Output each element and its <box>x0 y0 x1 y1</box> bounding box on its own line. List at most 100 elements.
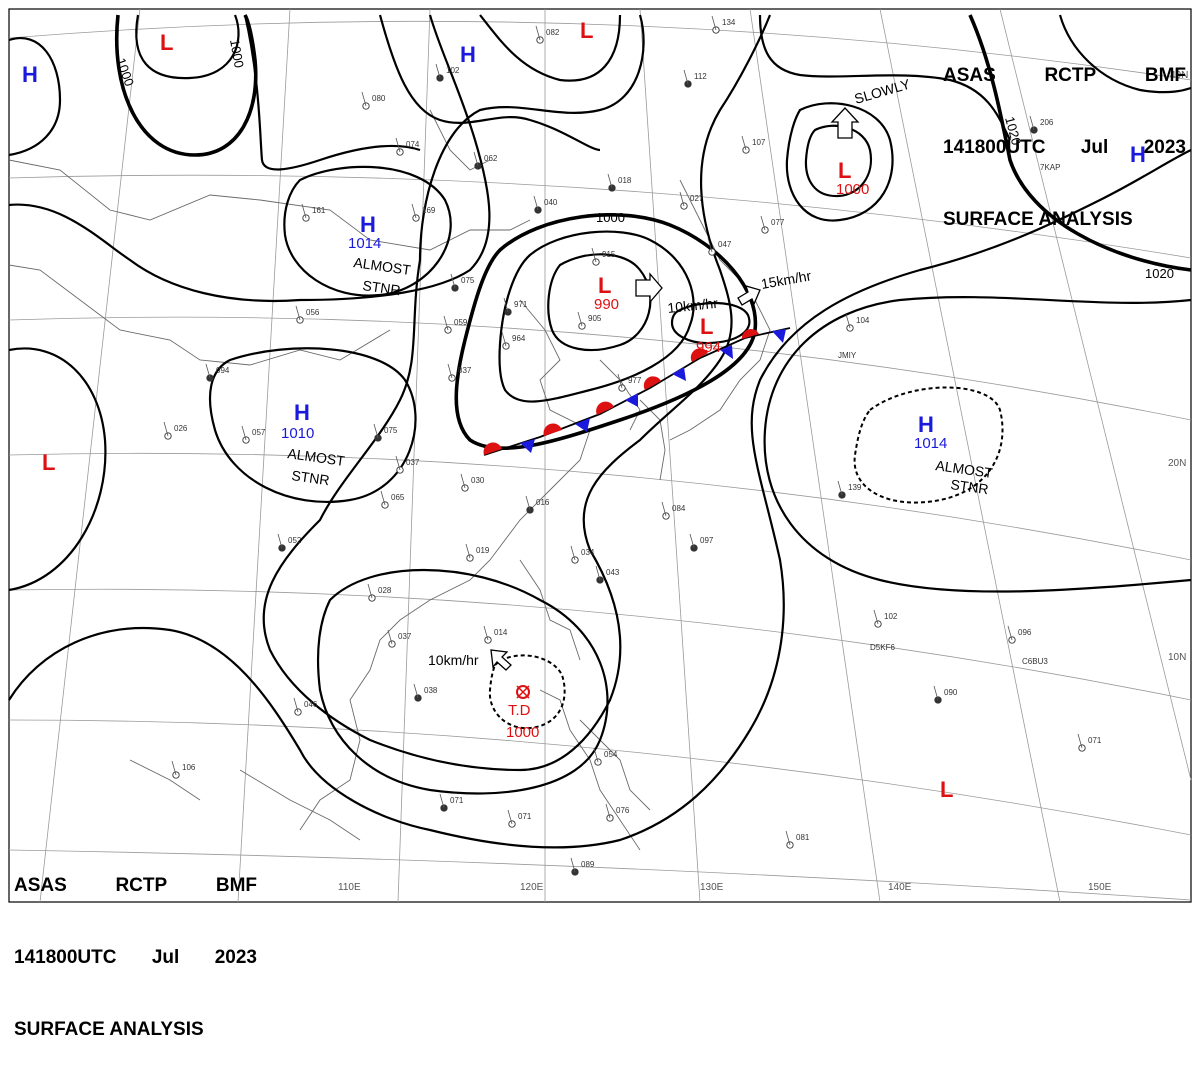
almost-label: ALMOST <box>287 445 347 469</box>
station-pressure: 107 <box>752 138 766 147</box>
almost-label: ALMOST <box>935 457 995 481</box>
coordinate-labels: 40N 20N 10N 110E 120E 130E 140E 150E <box>338 70 1188 893</box>
high-center-pressure: 1014 <box>348 235 381 252</box>
wind-barb <box>711 15 717 31</box>
high-center-pressure: 1014 <box>914 435 947 452</box>
header-year: 2023 <box>1143 137 1186 158</box>
stnr-label: STNR <box>950 476 990 497</box>
wind-barb <box>570 857 576 873</box>
wind-barb <box>873 609 879 625</box>
station-plot: 028 <box>367 583 392 602</box>
station-pressure: 037 <box>406 458 420 467</box>
station-plot: 076 <box>605 803 630 822</box>
high-center-letter: H <box>1130 142 1146 167</box>
station-pressure: 037 <box>398 632 412 641</box>
station-pressure: 077 <box>771 218 785 227</box>
station-plot: 056 <box>295 305 320 324</box>
station-plot: 062 <box>473 151 498 170</box>
header-product: ASAS <box>943 65 996 86</box>
station-pressure: 081 <box>796 833 810 842</box>
station-plot: 090 <box>933 685 958 704</box>
lat-label: 10N <box>1168 652 1186 663</box>
isobar-labels: 1000 1000 1000 1020 1020 <box>113 38 1174 281</box>
station-plot: 065 <box>380 490 405 509</box>
isobar-label: 1000 <box>227 38 247 69</box>
station-plot: 038 <box>413 683 438 702</box>
isobar-label: 1000 <box>113 56 137 88</box>
wind-barb <box>837 480 843 496</box>
low-center-letter: L <box>838 158 851 183</box>
wind-barb <box>1029 115 1035 131</box>
station-plot: 077 <box>760 215 785 234</box>
station-plot: 081 <box>785 830 810 849</box>
low-center-pressure: 1000 <box>836 181 869 198</box>
station-pressure: 084 <box>672 504 686 513</box>
station-pressure: 043 <box>606 568 620 577</box>
station-plot: 964 <box>501 331 526 350</box>
station-pressure: 040 <box>544 198 558 207</box>
station-pressure: 038 <box>424 686 438 695</box>
station-pressure: 161 <box>312 206 326 215</box>
station-plot: 102 <box>873 609 898 628</box>
wind-barb <box>525 495 531 511</box>
station-plot: 037 <box>387 629 412 648</box>
station-pressure: 027 <box>690 194 704 203</box>
station-pressure: 019 <box>476 546 490 555</box>
weather-map: 1000 1000 1000 1020 1020 H L H L L 1000 … <box>8 8 1192 903</box>
station-plot: 071 <box>507 809 532 828</box>
station-plot: 089 <box>570 857 595 876</box>
station-pressure: 071 <box>518 812 532 821</box>
station-plot: 905 <box>577 311 602 330</box>
header-top-right: ASAS RCTP BMF 141800UTC Jul 2023 SURFACE ANA… <box>943 16 1186 256</box>
station-id: C6BU3 <box>1022 657 1048 666</box>
station-plot: 106 <box>171 760 196 779</box>
wind-barb <box>1007 625 1013 641</box>
station-plot: 034 <box>570 545 595 564</box>
wind-barb <box>395 455 401 471</box>
almost-label: ALMOST <box>353 254 413 278</box>
wind-barb <box>785 830 791 846</box>
station-plot: 094 <box>205 363 230 382</box>
wind-barb <box>295 305 301 321</box>
wind-barb <box>689 533 695 549</box>
header-time: 141800UTC <box>943 137 1046 158</box>
speed-label: 10km/hr <box>428 652 479 668</box>
wind-barb <box>607 173 613 189</box>
station-pressure: 905 <box>588 314 602 323</box>
station-plot: 030 <box>460 473 485 492</box>
station-plot: 169 <box>411 203 436 222</box>
stnr-label: STNR <box>291 467 331 488</box>
station-pressure: 206 <box>1040 118 1054 127</box>
high-center-pressure: 1010 <box>281 425 314 442</box>
wind-barb <box>450 273 456 289</box>
wind-barb <box>845 313 851 329</box>
station-pressure: 059 <box>454 318 468 327</box>
station-plot: 102 <box>435 63 460 82</box>
station-plot: 057 <box>241 425 266 444</box>
wind-barb <box>533 195 539 211</box>
wind-barb <box>465 543 471 559</box>
station-pressure: 971 <box>514 300 528 309</box>
low-center-letter: L <box>42 450 55 475</box>
motion-arrows <box>490 107 860 671</box>
wind-barb <box>679 191 685 207</box>
header-origin: RCTP <box>115 875 168 896</box>
station-plot: 915 <box>591 247 616 266</box>
station-plot: 047 <box>707 237 732 256</box>
station-plot: 059 <box>443 315 468 334</box>
wind-barb <box>473 151 479 167</box>
station-plot: 104 <box>845 313 870 332</box>
lat-label: 40N <box>1170 70 1188 81</box>
station-pressure: 062 <box>484 154 498 163</box>
slowly-label: SLOWLY <box>852 76 912 107</box>
low-center-pressure: 994 <box>696 339 721 356</box>
station-plot: 071 <box>1077 733 1102 752</box>
station-id: D5KF6 <box>870 643 895 652</box>
station-plot: 134 <box>711 15 736 34</box>
station-plot: 054 <box>593 747 618 766</box>
wind-barb <box>163 421 169 437</box>
station-plot: 206 <box>1029 115 1054 134</box>
wind-barb <box>933 685 939 701</box>
wind-barb <box>577 311 583 327</box>
station-pressure: 102 <box>884 612 898 621</box>
